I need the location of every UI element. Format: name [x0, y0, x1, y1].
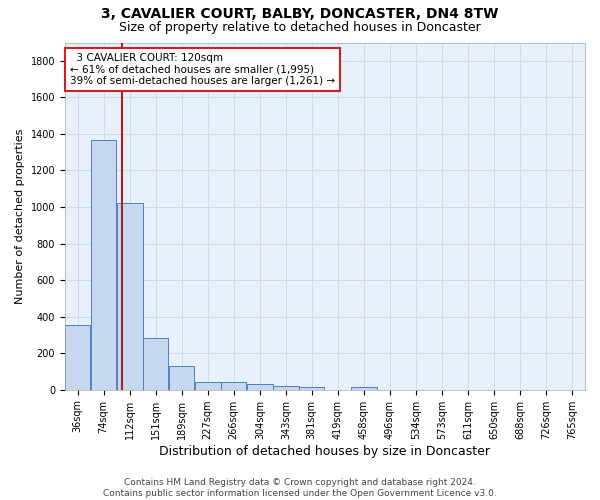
Bar: [352, 387, 377, 390]
Text: 3 CAVALIER COURT: 120sqm  
← 61% of detached houses are smaller (1,995)
39% of s: 3 CAVALIER COURT: 120sqm ← 61% of detach…: [70, 53, 335, 86]
X-axis label: Distribution of detached houses by size in Doncaster: Distribution of detached houses by size …: [160, 444, 490, 458]
Bar: [194, 382, 221, 390]
Bar: [299, 387, 325, 390]
Text: Size of property relative to detached houses in Doncaster: Size of property relative to detached ho…: [119, 21, 481, 34]
Bar: [91, 140, 116, 390]
Text: 3, CAVALIER COURT, BALBY, DONCASTER, DN4 8TW: 3, CAVALIER COURT, BALBY, DONCASTER, DN4…: [101, 8, 499, 22]
Bar: [169, 366, 194, 390]
Bar: [65, 325, 91, 390]
Bar: [117, 204, 143, 390]
Bar: [247, 384, 273, 390]
Y-axis label: Number of detached properties: Number of detached properties: [15, 128, 25, 304]
Text: Contains HM Land Registry data © Crown copyright and database right 2024.
Contai: Contains HM Land Registry data © Crown c…: [103, 478, 497, 498]
Bar: [221, 382, 247, 390]
Bar: [143, 338, 169, 390]
Bar: [274, 386, 299, 390]
